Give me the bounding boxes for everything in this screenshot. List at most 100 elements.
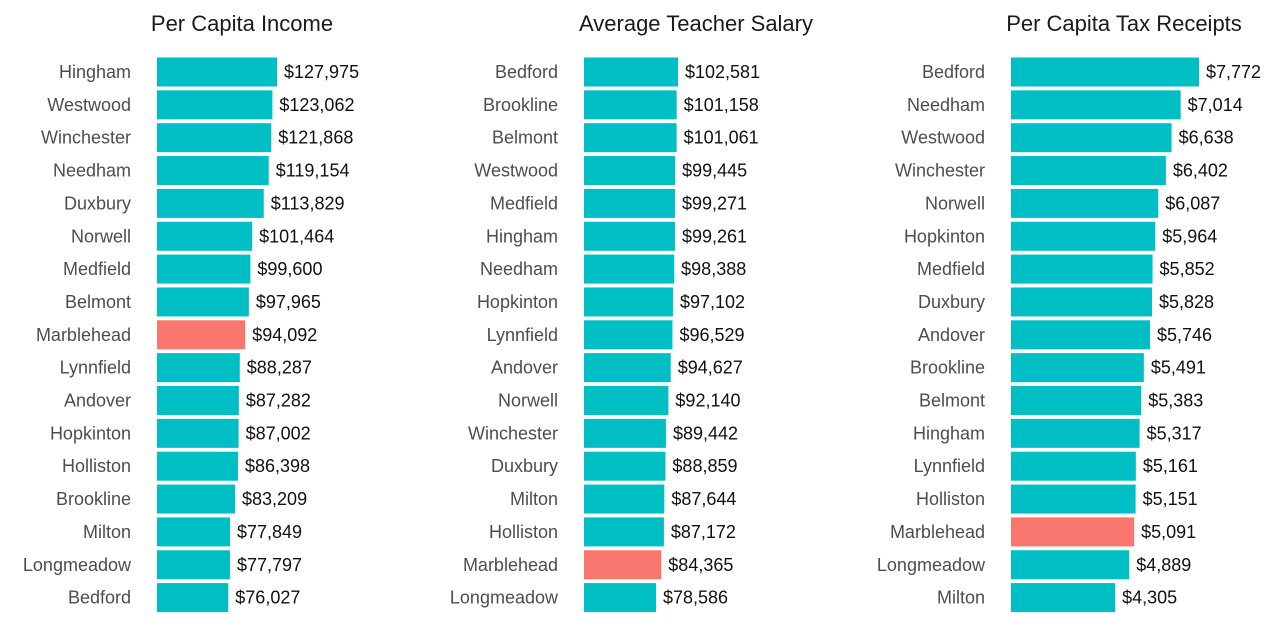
chart-title: Per Capita Tax Receipts (1006, 11, 1242, 36)
data-label: $87,172 (671, 522, 736, 542)
data-label: $83,209 (242, 489, 307, 509)
bar (1011, 188, 1159, 218)
bar (157, 221, 253, 251)
data-label: $87,644 (671, 489, 736, 509)
data-label: $113,829 (271, 193, 345, 213)
category-label: Hopkinton (477, 292, 558, 312)
bar (1011, 221, 1156, 251)
bar (1011, 484, 1136, 514)
data-label: $121,868 (278, 128, 353, 148)
category-label: Duxbury (491, 456, 558, 476)
category-label: Belmont (65, 292, 131, 312)
bar (157, 353, 240, 383)
category-label: Westwood (47, 95, 131, 115)
data-label: $123,062 (279, 95, 354, 115)
data-label: $127,975 (284, 62, 359, 82)
data-label: $101,158 (684, 95, 759, 115)
category-label: Milton (937, 588, 985, 608)
category-label: Longmeadow (23, 555, 132, 575)
category-label: Medfield (917, 259, 985, 279)
bar (584, 287, 673, 317)
data-label: $89,442 (673, 423, 738, 443)
category-label: Andover (491, 358, 558, 378)
bar (157, 254, 251, 284)
data-label: $5,161 (1143, 456, 1198, 476)
data-label: $94,627 (678, 358, 743, 378)
category-label: Lynnfield (60, 358, 131, 378)
bar (157, 451, 239, 481)
category-label: Milton (510, 489, 558, 509)
data-label: $97,102 (680, 292, 745, 312)
category-label: Holliston (62, 456, 131, 476)
category-label: Winchester (895, 161, 985, 181)
bar (584, 353, 671, 383)
bar (157, 57, 277, 87)
bar (157, 123, 272, 153)
category-label: Milton (83, 522, 131, 542)
category-label: Hopkinton (904, 226, 985, 246)
category-label: Holliston (916, 489, 985, 509)
data-label: $84,365 (668, 555, 733, 575)
data-label: $5,091 (1141, 522, 1196, 542)
category-label: Brookline (910, 358, 985, 378)
data-label: $99,600 (257, 259, 322, 279)
bar (584, 418, 666, 448)
data-label: $87,002 (246, 423, 311, 443)
bar (157, 550, 230, 580)
bar (157, 484, 236, 514)
category-label: Needham (480, 259, 558, 279)
bar (584, 90, 677, 120)
data-label: $6,087 (1165, 193, 1220, 213)
chart-panel-1: Per Capita Income Hingham $127,975 Westwood… (23, 11, 359, 613)
bar (157, 418, 239, 448)
category-label: Needham (53, 161, 131, 181)
category-label: Andover (64, 391, 131, 411)
category-label: Bedford (922, 62, 985, 82)
bar (1011, 550, 1130, 580)
category-label: Lynnfield (914, 456, 985, 476)
category-label: Needham (907, 95, 985, 115)
data-label: $5,491 (1151, 358, 1206, 378)
category-label: Hopkinton (50, 423, 131, 443)
bar (1011, 156, 1166, 186)
data-label: $4,305 (1122, 588, 1177, 608)
bar (157, 517, 230, 547)
category-label: Andover (918, 325, 985, 345)
data-label: $119,154 (276, 161, 350, 181)
data-label: $92,140 (675, 391, 740, 411)
bar (1011, 123, 1172, 153)
category-label: Belmont (919, 391, 985, 411)
data-label: $5,828 (1159, 292, 1214, 312)
bar (157, 386, 239, 415)
bar (584, 221, 675, 251)
data-label: $5,852 (1160, 259, 1215, 279)
bar (584, 57, 678, 87)
category-label: Longmeadow (877, 555, 986, 575)
data-label: $6,402 (1173, 161, 1228, 181)
bar (1011, 418, 1140, 448)
category-label: Marblehead (463, 555, 558, 575)
category-label: Brookline (483, 95, 558, 115)
data-label: $77,797 (237, 555, 302, 575)
category-label: Bedford (68, 588, 131, 608)
bar (1011, 386, 1142, 415)
category-label: Medfield (490, 193, 558, 213)
data-label: $96,529 (679, 325, 744, 345)
category-label: Westwood (901, 128, 985, 148)
data-label: $101,464 (259, 226, 334, 246)
bar (157, 156, 269, 186)
data-label: $7,014 (1188, 95, 1243, 115)
category-label: Marblehead (890, 522, 985, 542)
bar (584, 123, 677, 153)
data-label: $5,964 (1162, 226, 1217, 246)
bar (1011, 353, 1144, 383)
data-label: $5,151 (1143, 489, 1198, 509)
data-label: $4,889 (1136, 555, 1191, 575)
category-label: Brookline (56, 489, 131, 509)
data-label: $98,388 (681, 259, 746, 279)
category-label: Longmeadow (450, 588, 559, 608)
category-label: Hingham (486, 226, 558, 246)
category-label: Medfield (63, 259, 131, 279)
